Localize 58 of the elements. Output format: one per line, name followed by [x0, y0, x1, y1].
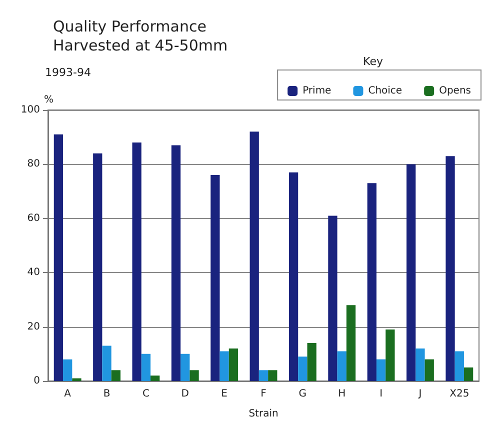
x-tick-label: B	[103, 388, 110, 400]
x-tick-label: I	[380, 388, 383, 400]
bar	[307, 343, 316, 381]
y-tick-label: 40	[27, 267, 40, 278]
chart-title: Quality Performance Harvested at 45-50mm	[53, 18, 228, 54]
x-tick-label: G	[298, 388, 307, 400]
bar	[150, 376, 160, 381]
y-axis-title: %	[44, 94, 54, 106]
y-tick-label: 100	[20, 104, 40, 116]
x-tick-label: J	[418, 388, 422, 400]
bar	[424, 359, 434, 381]
bar	[102, 346, 112, 381]
bar	[464, 367, 474, 381]
bar	[250, 132, 259, 381]
bar	[268, 370, 278, 381]
bar	[141, 354, 151, 381]
bar	[72, 378, 82, 381]
bar	[376, 359, 386, 381]
bar	[258, 370, 268, 381]
x-tick-label: E	[221, 388, 228, 400]
bar	[180, 354, 190, 381]
x-axis-title: Strain	[248, 408, 278, 420]
bar	[228, 348, 238, 381]
bar	[328, 216, 338, 381]
x-tick-label: D	[181, 388, 190, 400]
x-tick-label: A	[64, 388, 72, 400]
legend-title: Key	[363, 55, 384, 68]
x-tick-label: X25	[450, 388, 470, 400]
bar	[298, 356, 308, 381]
bar	[190, 370, 199, 381]
bar	[93, 153, 102, 381]
bar	[406, 164, 416, 381]
y-tick-label: 60	[27, 212, 40, 224]
bar	[416, 348, 425, 381]
bar	[220, 351, 229, 381]
y-tick-label: 20	[27, 321, 40, 332]
bar	[446, 156, 455, 381]
bar	[346, 305, 356, 381]
bar	[367, 183, 376, 381]
legend-label: Opens	[439, 86, 472, 96]
bar	[171, 145, 181, 381]
legend-label: Prime	[302, 86, 332, 96]
bar	[111, 370, 120, 381]
x-tick-label: F	[260, 388, 267, 400]
bar	[454, 351, 464, 381]
y-tick-label: 80	[27, 158, 40, 170]
x-tick-label: H	[338, 388, 346, 400]
x-tick-label: C	[142, 388, 150, 400]
bar	[210, 175, 220, 381]
legend-label: Choice	[368, 86, 402, 96]
bar	[132, 142, 142, 381]
bar	[337, 351, 346, 381]
bar	[288, 172, 298, 381]
bar	[386, 330, 395, 381]
y-tick-label: 0	[34, 376, 40, 386]
bar	[63, 359, 72, 381]
chart-subtitle: 1993-94	[45, 66, 91, 79]
bar	[54, 134, 64, 381]
